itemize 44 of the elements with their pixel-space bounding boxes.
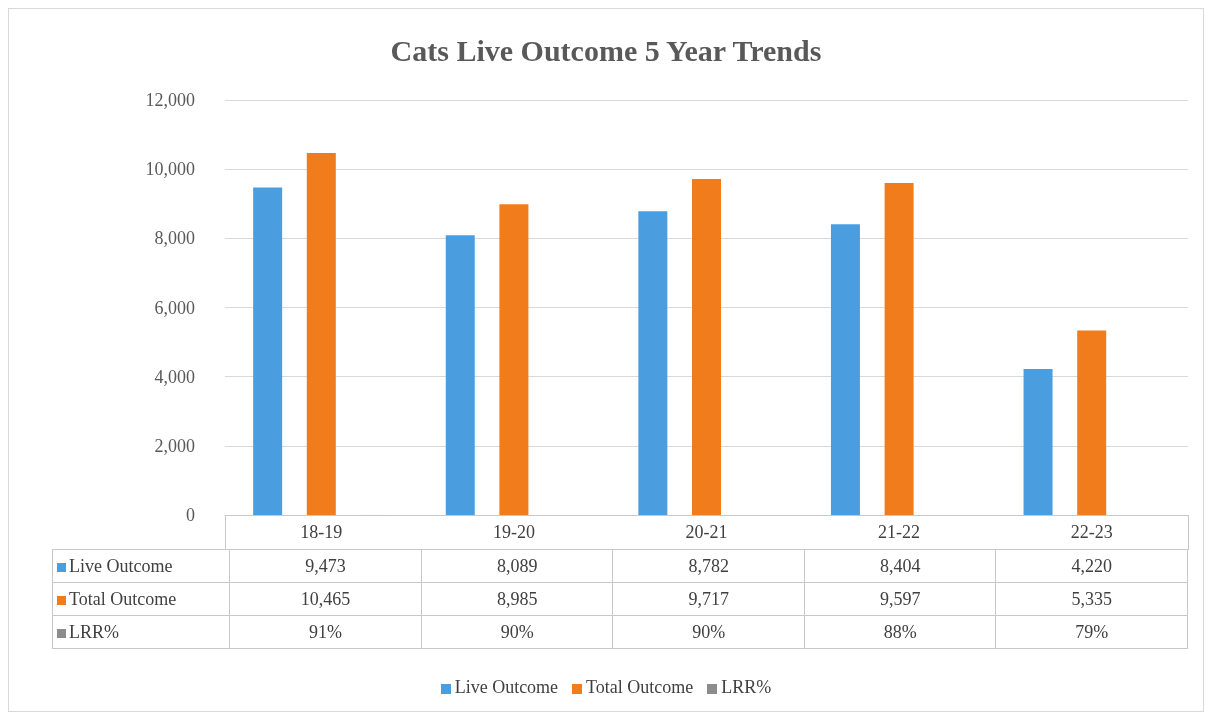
text: LRR% [69, 621, 120, 642]
y-tick-label: 8,000 [154, 228, 195, 249]
bar [692, 178, 721, 515]
x-tick-label: 19-20 [492, 522, 535, 542]
x-tick-label: 18-19 [300, 522, 343, 542]
chart-title: Cats Live Outcome 5 Year Trends [390, 33, 822, 67]
bar [830, 224, 860, 515]
legend-label: LRR% [721, 677, 772, 697]
y-tick-label: 2,000 [154, 435, 195, 456]
bar [499, 204, 529, 515]
y-tick-label: 4,000 [154, 366, 195, 387]
text: Live Outcome [454, 677, 559, 697]
legend-label: Live Outcome [52, 549, 230, 583]
data-label: 5,335 [995, 582, 1188, 616]
data-label: 10,465 [229, 582, 422, 616]
y-tick-label: 0 [186, 505, 195, 525]
data-label: 8,404 [804, 549, 996, 583]
data-label: 9,473 [229, 549, 422, 583]
bar [445, 235, 475, 515]
bar [884, 183, 914, 515]
x-tick-label: 21-22 [878, 522, 921, 542]
bar [1023, 369, 1053, 515]
data-label: 91% [229, 615, 422, 649]
data-label: 9,597 [804, 582, 996, 616]
x-tick-label: 20-21 [685, 522, 728, 542]
data-label: 79% [995, 615, 1188, 649]
data-label: 90% [421, 615, 613, 649]
text: Total Outcome [586, 677, 694, 697]
bar [638, 211, 668, 515]
bar [306, 153, 336, 515]
y-tick-label: 6,000 [154, 297, 195, 318]
data-label: 88% [804, 615, 996, 649]
legend-label: Total Outcome [52, 582, 230, 616]
data-label: 8,782 [612, 549, 805, 583]
y-tick-label: 10,000 [145, 159, 195, 180]
bar [253, 187, 283, 515]
data-label: 8,089 [421, 549, 613, 583]
bar [1077, 330, 1107, 515]
data-label: 8,985 [421, 582, 613, 616]
y-tick-label: 12,000 [145, 90, 195, 110]
data-label: 90% [612, 615, 805, 649]
x-tick-label: 22-23 [1070, 522, 1113, 542]
data-label: 9,717 [612, 582, 805, 616]
data-label: 4,220 [995, 549, 1188, 583]
